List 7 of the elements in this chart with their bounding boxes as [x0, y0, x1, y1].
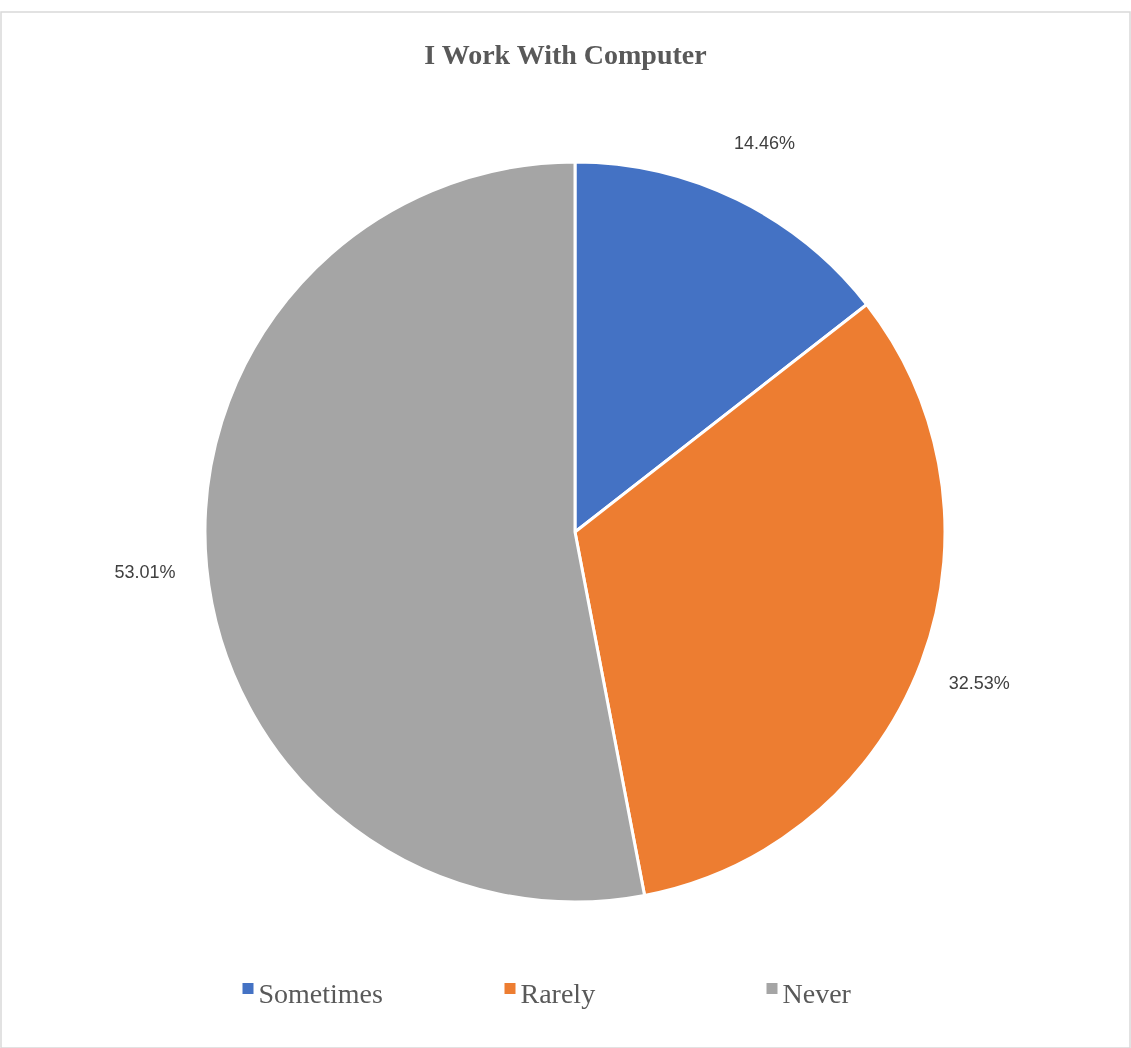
- data-label: 53.01%: [114, 561, 176, 582]
- legend-label: Never: [782, 978, 852, 1010]
- chart-title: I Work With Computer: [424, 39, 707, 70]
- legend-label: Sometimes: [258, 978, 383, 1010]
- legend-label: Rarely: [520, 978, 596, 1010]
- data-label: 14.46%: [734, 132, 796, 153]
- data-label: 32.53%: [948, 672, 1010, 693]
